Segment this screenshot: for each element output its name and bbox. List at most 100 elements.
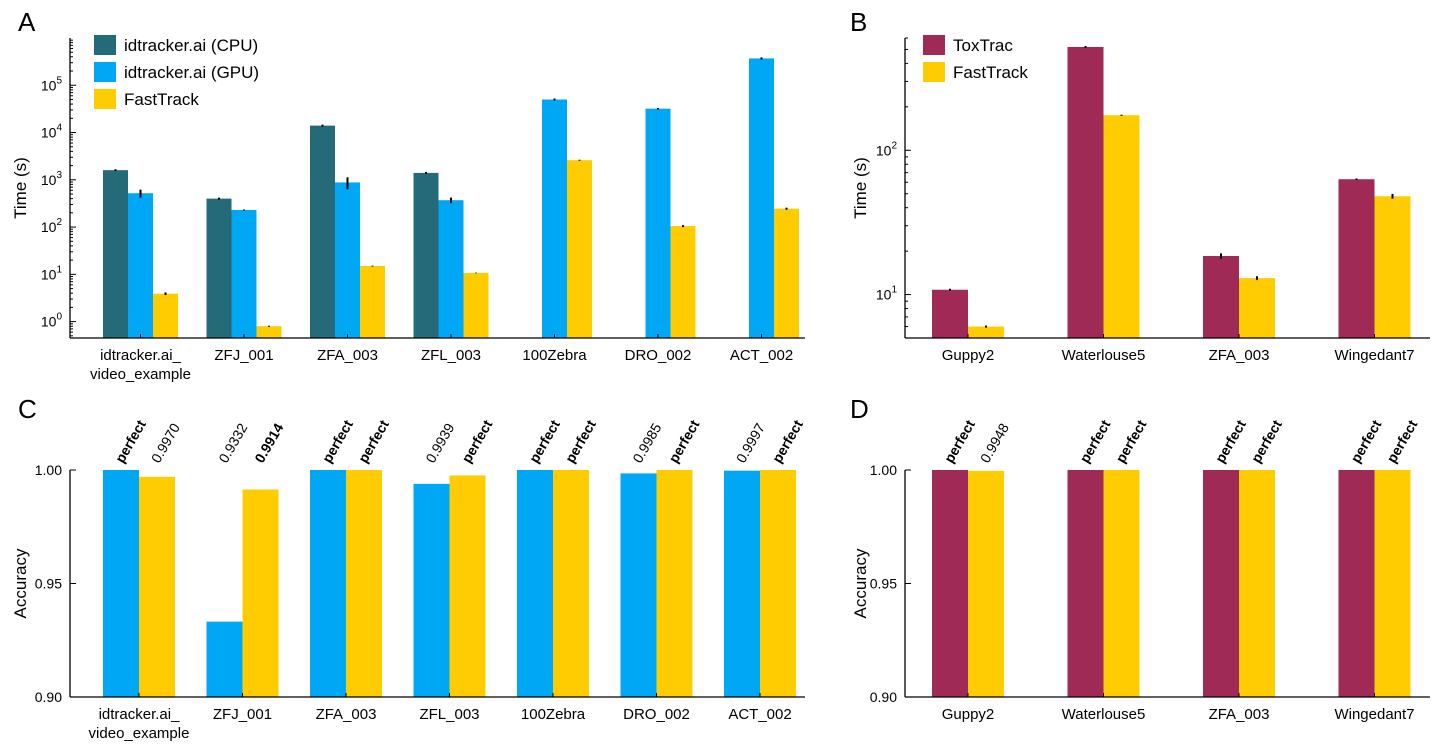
x-tick-label: Wingedant7 xyxy=(1334,706,1414,723)
y-tick-base: 10 xyxy=(41,125,57,141)
x-tick-label: Waterlouse5 xyxy=(1062,347,1146,364)
bar xyxy=(1239,470,1275,697)
bar xyxy=(310,470,346,697)
bar xyxy=(932,289,968,338)
data-label: perfect xyxy=(1112,417,1149,466)
panel-label: D xyxy=(850,394,869,424)
bar xyxy=(1374,196,1411,338)
x-tick-label: DRO_002 xyxy=(625,347,692,364)
data-label: 0.9914 xyxy=(251,420,286,465)
bar xyxy=(128,193,153,338)
bar xyxy=(553,470,589,697)
bar xyxy=(310,125,335,338)
legend-swatch xyxy=(94,89,116,109)
bar xyxy=(1203,470,1239,697)
x-tick-label: DRO_002 xyxy=(623,706,690,723)
bar xyxy=(139,476,175,697)
data-label: perfect xyxy=(355,417,392,466)
bar xyxy=(153,293,178,338)
y-tick-exponent: 3 xyxy=(56,170,62,181)
panel-d: DAccuracy0.900.951.00perfect0.9948Guppy2… xyxy=(850,394,1430,723)
data-label: 0.9970 xyxy=(148,420,183,465)
y-tick-label: 1.00 xyxy=(870,462,897,478)
x-tick-label: idtracker.ai_ xyxy=(100,347,182,364)
y-tick-exponent: 4 xyxy=(56,123,62,134)
bar xyxy=(620,473,657,697)
bar xyxy=(231,209,257,338)
bar xyxy=(724,470,760,697)
x-tick-label: ZFA_003 xyxy=(317,347,378,364)
data-label: perfect xyxy=(1248,417,1285,466)
panel-label: A xyxy=(18,7,36,37)
data-label: perfect xyxy=(1383,417,1420,466)
y-tick-base: 10 xyxy=(41,172,57,188)
legend-label: ToxTrac xyxy=(953,36,1013,55)
legend-label: idtracker.ai (CPU) xyxy=(124,36,258,55)
bar xyxy=(1103,115,1140,339)
legend: ToxTrac FastTrack xyxy=(923,35,1028,82)
bar xyxy=(749,58,774,338)
bar xyxy=(1338,470,1375,697)
bar xyxy=(1338,179,1375,338)
y-tick-base: 10 xyxy=(41,314,57,330)
y-tick-label: 104 xyxy=(41,123,63,141)
data-label: perfect xyxy=(319,417,356,466)
x-tick-label: ZFL_003 xyxy=(421,347,481,364)
bar xyxy=(242,489,279,697)
data-label: 0.9332 xyxy=(215,420,250,465)
data-label: 0.9948 xyxy=(977,420,1012,465)
legend-swatch xyxy=(923,62,945,82)
y-axis-label: Time (s) xyxy=(851,157,870,219)
legend-label: FastTrack xyxy=(124,90,199,109)
y-tick-base: 10 xyxy=(41,77,57,93)
x-tick-label: ZFA_003 xyxy=(316,706,377,723)
bar xyxy=(360,266,385,338)
legend: idtracker.ai (CPU) idtracker.ai (GPU) Fast… xyxy=(94,35,259,109)
x-tick-label: ZFA_003 xyxy=(1209,706,1270,723)
y-axis-label: Accuracy xyxy=(851,548,870,618)
data-label: perfect xyxy=(526,417,563,466)
legend-label: idtracker.ai (GPU) xyxy=(124,63,259,82)
x-tick-label: ZFJ_001 xyxy=(213,706,272,723)
y-tick-exponent: 1 xyxy=(56,264,62,275)
bar xyxy=(968,470,1004,697)
bar xyxy=(1067,470,1104,697)
y-tick-label: 101 xyxy=(876,285,898,303)
bar xyxy=(670,226,696,338)
bar xyxy=(206,198,232,338)
x-tick-label: Guppy2 xyxy=(942,706,995,723)
panel-label: C xyxy=(18,394,37,424)
bar xyxy=(1374,470,1411,697)
bar xyxy=(346,470,382,697)
data-label: perfect xyxy=(112,417,149,466)
legend-swatch xyxy=(94,35,116,55)
bar xyxy=(256,326,282,338)
data-label: perfect xyxy=(665,417,702,466)
bar xyxy=(567,160,592,338)
y-tick-base: 10 xyxy=(41,219,57,235)
bar xyxy=(463,272,489,338)
panel-c: CAccuracy0.900.951.00perfect0.9970idtrac… xyxy=(11,394,806,742)
bar xyxy=(774,208,799,338)
y-tick-label: 105 xyxy=(41,75,63,93)
bar xyxy=(103,470,139,697)
data-label: 0.9997 xyxy=(733,420,768,465)
data-label: 0.9985 xyxy=(629,420,664,465)
x-tick-label: 100Zebra xyxy=(521,706,586,723)
x-tick-label: ZFL_003 xyxy=(419,706,479,723)
x-tick-label: ZFA_003 xyxy=(1209,347,1270,364)
y-tick-exponent: 2 xyxy=(56,217,62,228)
y-tick-base: 10 xyxy=(876,287,892,303)
data-label: perfect xyxy=(941,417,978,466)
bar xyxy=(1067,46,1104,339)
y-tick-label: 101 xyxy=(41,264,63,282)
bar xyxy=(645,108,671,338)
x-tick-label: idtracker.ai_ xyxy=(99,706,181,723)
bar xyxy=(449,475,486,697)
x-tick-label: 100Zebra xyxy=(522,347,587,364)
bar xyxy=(1239,278,1275,338)
y-tick-exponent: 1 xyxy=(891,285,897,296)
